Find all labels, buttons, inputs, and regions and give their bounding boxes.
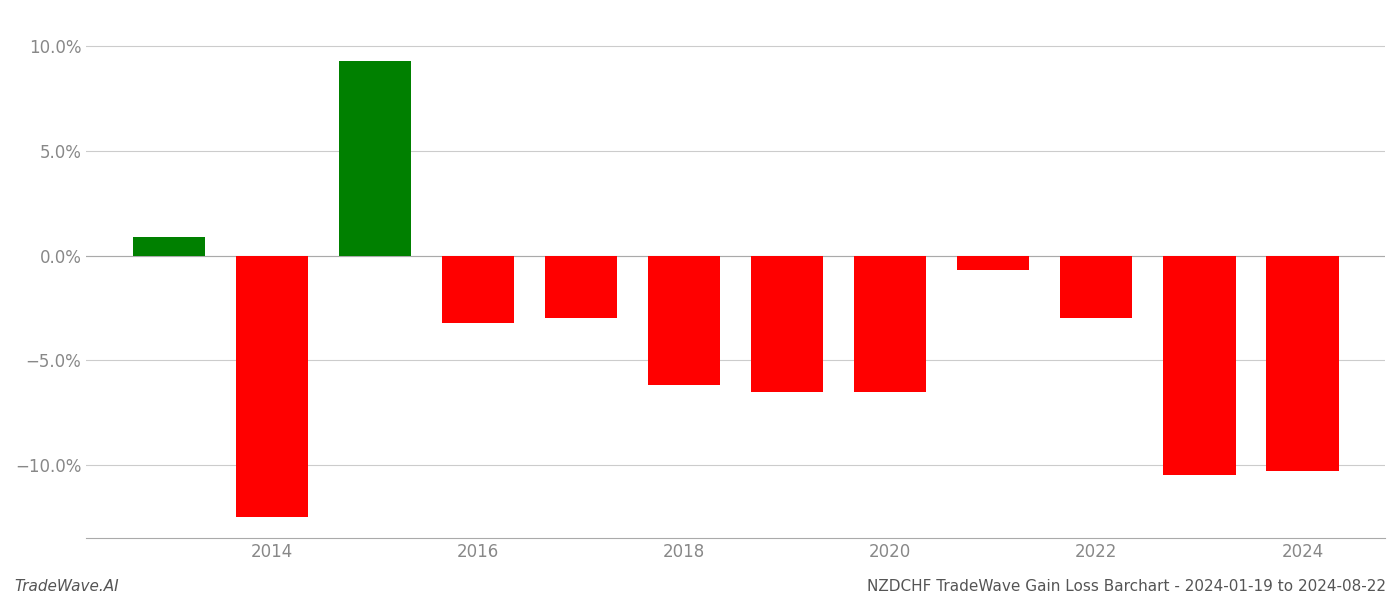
Bar xyxy=(1267,256,1338,471)
Bar xyxy=(958,256,1029,270)
Bar xyxy=(648,256,720,385)
Bar xyxy=(133,237,204,256)
Bar xyxy=(1060,256,1133,319)
Bar xyxy=(750,256,823,392)
Bar xyxy=(854,256,927,392)
Text: TradeWave.AI: TradeWave.AI xyxy=(14,579,119,594)
Bar xyxy=(442,256,514,323)
Bar xyxy=(339,61,412,256)
Bar xyxy=(545,256,617,319)
Bar xyxy=(235,256,308,517)
Bar xyxy=(1163,256,1236,475)
Text: NZDCHF TradeWave Gain Loss Barchart - 2024-01-19 to 2024-08-22: NZDCHF TradeWave Gain Loss Barchart - 20… xyxy=(867,579,1386,594)
